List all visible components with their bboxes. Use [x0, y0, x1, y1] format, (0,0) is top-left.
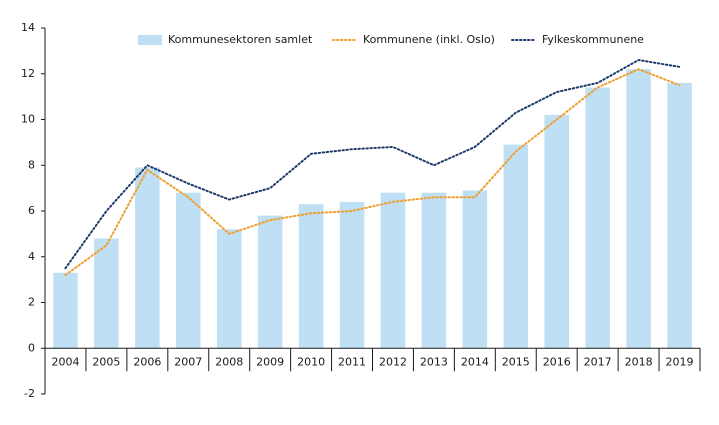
bar: [94, 238, 119, 349]
x-tick-label: 2009: [256, 355, 284, 368]
legend-label: Kommunesektoren samlet: [168, 33, 313, 46]
legend-label: Kommunene (inkl. Oslo): [363, 33, 495, 46]
x-tick-label: 2006: [133, 355, 161, 368]
y-tick-label: 6: [28, 204, 35, 217]
x-tick-label: 2013: [420, 355, 448, 368]
bar: [503, 144, 529, 349]
bar: [216, 229, 242, 349]
y-tick-label: 2: [28, 296, 35, 309]
bar: [176, 192, 201, 349]
bar: [298, 204, 324, 349]
bar: [421, 192, 447, 349]
x-tick-label: 2019: [666, 355, 694, 368]
x-tick-label: 2010: [297, 355, 325, 368]
y-tick-label: -2: [24, 387, 35, 400]
bar: [544, 114, 569, 349]
y-tick-label: 10: [21, 113, 35, 126]
x-tick-label: 2004: [51, 355, 79, 368]
y-tick-label: 4: [28, 250, 35, 263]
bar: [339, 201, 365, 349]
bar: [667, 82, 692, 349]
x-tick-label: 2015: [502, 355, 530, 368]
x-tick-label: 2016: [543, 355, 571, 368]
x-tick-label: 2005: [92, 355, 120, 368]
x-tick-label: 2012: [379, 355, 407, 368]
bar: [462, 190, 488, 349]
y-tick-label: 14: [21, 21, 35, 34]
bar: [585, 87, 610, 349]
y-tick-label: 0: [28, 341, 35, 354]
bar: [380, 192, 406, 349]
bar: [257, 215, 283, 349]
line-series: [64, 58, 681, 270]
y-tick-label: 8: [28, 158, 35, 171]
legend-swatch: [138, 35, 162, 45]
x-tick-label: 2018: [625, 355, 653, 368]
x-tick-label: 2007: [174, 355, 202, 368]
bar: [53, 272, 78, 349]
x-tick-label: 2014: [461, 355, 489, 368]
bar: [626, 69, 651, 349]
x-tick-label: 2017: [584, 355, 612, 368]
x-tick-label: 2011: [338, 355, 366, 368]
legend-label: Fylkeskommunene: [542, 33, 644, 46]
y-tick-label: 12: [21, 67, 35, 80]
bar: [135, 167, 160, 349]
line-series: [64, 68, 681, 277]
x-tick-label: 2008: [215, 355, 243, 368]
